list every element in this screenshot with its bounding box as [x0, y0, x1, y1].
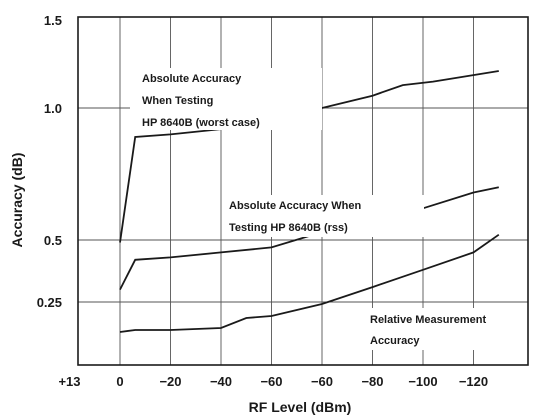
y-tick-label: 1.5 — [44, 13, 62, 28]
annotation-rss-line-2: Testing HP 8640B (rss) — [229, 222, 348, 234]
x-tick-label: −20 — [159, 374, 181, 389]
annotation-relative-line-1: Relative Measurement — [370, 314, 486, 326]
series-line-3 — [119, 233, 500, 333]
annotation-rss: Absolute Accuracy When Testing HP 8640B … — [222, 195, 424, 237]
x-tick-label: −80 — [361, 374, 383, 389]
y-tick-label: 0.25 — [37, 295, 62, 310]
plot-frame — [77, 16, 529, 366]
x-tick-label: 0 — [116, 374, 123, 389]
x-axis-title: RF Level (dBm) — [249, 399, 352, 415]
x-tick-label: −60 — [260, 374, 282, 389]
x-tick-label: −120 — [459, 374, 488, 389]
annotation-rss-line-1: Absolute Accuracy When — [229, 200, 362, 212]
y-tick-label: 1.0 — [44, 101, 62, 116]
series-line-2 — [119, 186, 499, 291]
annotation-worst-line-3: HP 8640B (worst case) — [142, 117, 260, 129]
annotation-worst-line-1: Absolute Accuracy — [142, 73, 242, 85]
annotation-relative-line-2: Accuracy — [370, 335, 420, 347]
y-tick-label: 0.5 — [44, 233, 62, 248]
y-axis-title: Accuracy (dB) — [9, 153, 25, 248]
x-tick-label: −60 — [311, 374, 333, 389]
x-tick-label: −40 — [210, 374, 232, 389]
annotation-worst-line-2: When Testing — [142, 95, 213, 107]
x-tick-label: +13 — [58, 374, 80, 389]
annotation-relative: Relative Measurement Accuracy — [366, 308, 527, 350]
annotation-worst-case: Absolute Accuracy When Testing HP 8640B … — [130, 68, 322, 130]
x-tick-label: −100 — [408, 374, 437, 389]
tick-labels: +13 0 −20 −40 −60 −60 −80 −100 −120 1.5 1.0 0.5 0.25 — [37, 13, 488, 389]
